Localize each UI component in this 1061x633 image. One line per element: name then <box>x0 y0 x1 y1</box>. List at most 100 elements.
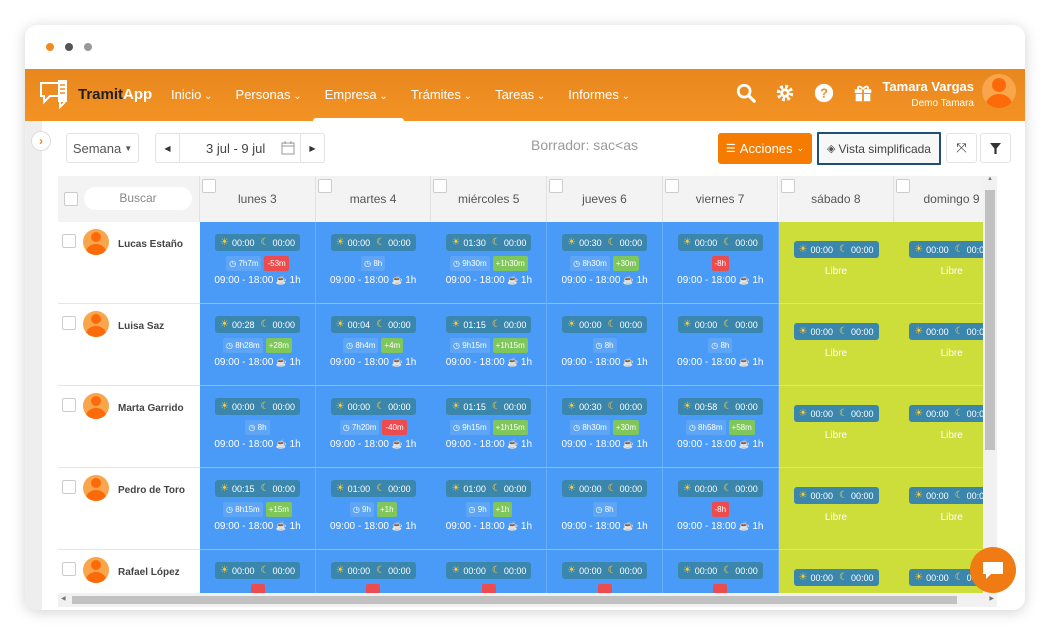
row-checkbox[interactable] <box>62 398 76 412</box>
day-cell[interactable]: ☀ 00:04 ☾ 00:00 ◷ 8h4m +4m 09:00 - 18:00 ☕ 1h <box>315 304 432 386</box>
employee-name[interactable]: Marta Garrido <box>118 403 184 414</box>
day-cell[interactable]: ☀ 00:00 ☾ 00:00 ◷ 8h 09:00 - 18:00 ☕ 1h <box>315 222 432 304</box>
break-duration: 1h <box>520 357 533 368</box>
hours-pill: ☀00:00☾00:00 <box>330 398 416 415</box>
coffee-icon: ☕ <box>504 439 521 449</box>
nav-item-informes[interactable]: Informes ⌄ <box>568 69 643 121</box>
sun-icon: ☀ <box>335 401 345 412</box>
total-hours: 8h58m <box>698 423 723 432</box>
gift-icon[interactable] <box>852 82 874 104</box>
chat-button[interactable] <box>970 547 1016 593</box>
day-cell[interactable]: ☀ 00:28 ☾ 00:00 ◷ 8h28m +28m 09:00 - 18:00 ☕ 1… <box>200 304 316 386</box>
window-dot[interactable] <box>46 43 54 51</box>
gear-icon[interactable] <box>774 82 796 104</box>
day-checkbox[interactable] <box>202 179 216 193</box>
fullscreen-button[interactable]: ⤧ <box>946 133 977 163</box>
day-cell[interactable]: ☀00:00☾00:0009:00 - 18:00 ☕ 1h <box>315 550 432 593</box>
actions-button[interactable]: ☰ Acciones ⌄ <box>718 133 812 164</box>
expand-sidebar-button[interactable]: › <box>31 131 51 151</box>
day-cell[interactable]: ☀ 00:00 ☾ 00:00 ◷ 7h20m -40m 09:00 - 18:00 ☕ 1… <box>315 386 432 468</box>
day-cell[interactable]: ☀ 00:58 ☾ 00:00 ◷ 8h58m +58m 09:00 - 18:00 ☕ 1… <box>662 386 779 468</box>
day-cell[interactable]: ☀00:00☾00:0009:00 - 18:00 ☕ 1h <box>662 550 779 593</box>
day-cell[interactable]: ☀ 00:00 ☾ 00:00 ◷ 8h 09:00 - 18:00 ☕ 1h <box>662 304 779 386</box>
search-icon[interactable] <box>735 82 757 104</box>
nav-item-trámites[interactable]: Trámites ⌄ <box>411 69 485 121</box>
nav-item-personas[interactable]: Personas ⌄ <box>236 69 315 121</box>
scroll-thumb[interactable] <box>985 190 995 450</box>
nav-item-inicio[interactable]: Inicio ⌄ <box>171 69 226 121</box>
day-checkbox[interactable] <box>433 179 448 193</box>
day-checkbox[interactable] <box>317 179 332 193</box>
day-hours: 00:00 <box>463 565 486 576</box>
night-hours: 00:00 <box>272 319 295 330</box>
employee-name[interactable]: Lucas Estaño <box>118 239 184 250</box>
day-cell[interactable]: ☀00:00☾00:0009:00 - 18:00 ☕ 1h <box>431 550 548 593</box>
avatar[interactable] <box>982 74 1016 108</box>
schedule-time: 09:00 - 18:00 <box>214 521 274 532</box>
scroll-thumb[interactable] <box>72 596 957 604</box>
row-checkbox[interactable] <box>62 562 76 576</box>
day-cell[interactable]: ☀ 00:00 ☾ 00:00 ◷ 8h 09:00 - 18:00 ☕ 1h <box>200 386 316 468</box>
day-checkbox[interactable] <box>549 179 564 193</box>
day-checkbox[interactable] <box>780 179 795 193</box>
horizontal-scrollbar[interactable]: ◀ ▶ <box>58 593 997 607</box>
schedule: 09:00 - 18:00 ☕ 1h <box>547 439 662 450</box>
day-cell[interactable]: ☀ 00:00 ☾ 00:00 -8h 09:00 - 18:00 ☕ 1h <box>662 222 779 304</box>
date-range-picker[interactable]: 3 jul - 9 jul <box>179 133 301 163</box>
day-label: martes 4 <box>349 192 397 206</box>
vertical-scrollbar[interactable]: ▲ <box>983 176 997 593</box>
day-checkbox[interactable] <box>664 179 679 193</box>
day-cell[interactable]: ☀ 01:15 ☾ 00:00 ◷ 9h15m +1h15m 09:00 - 18:00 ☕… <box>431 304 548 386</box>
next-week-button[interactable]: ▶ <box>300 133 325 163</box>
schedule: 09:00 - 18:00 ☕ 1h <box>200 521 315 532</box>
help-icon[interactable]: ? <box>813 82 835 104</box>
window-dot[interactable] <box>84 43 92 51</box>
select-all-checkbox[interactable] <box>64 192 78 206</box>
row-checkbox[interactable] <box>62 316 76 330</box>
search-input[interactable]: Buscar <box>84 187 192 210</box>
day-cell[interactable]: ☀ 00:00 ☾ 00:00 ◷ 8h 09:00 - 18:00 ☕ 1h <box>547 304 664 386</box>
day-cell[interactable]: ☀ 00:00 ☾ 00:00 -8h 09:00 - 18:00 ☕ 1h <box>662 468 779 550</box>
nav-item-tareas[interactable]: Tareas ⌄ <box>495 69 558 121</box>
day-cell[interactable]: ☀ 00:15 ☾ 00:00 ◷ 8h15m +15m 09:00 - 18:00 ☕ 1… <box>200 468 316 550</box>
day-checkbox[interactable] <box>896 179 911 193</box>
caret-down-icon: ▼ <box>124 143 133 153</box>
night-hours: 00:00 <box>966 490 983 501</box>
window-dot[interactable] <box>65 43 73 51</box>
row-checkbox[interactable] <box>62 234 76 248</box>
row-checkbox[interactable] <box>62 480 76 494</box>
day-cell[interactable]: ☀00:00☾00:0009:00 - 18:00 ☕ 1h <box>547 550 664 593</box>
filter-button[interactable] <box>980 133 1011 163</box>
day-cell[interactable]: ☀ 01:00 ☾ 00:00 ◷ 9h +1h 09:00 - 18:00 ☕ 1h <box>431 468 548 550</box>
logo[interactable]: Tramit App <box>38 77 152 111</box>
day-cell[interactable]: ☀00:00☾00:0009:00 - 18:00 ☕ 1h <box>200 550 316 593</box>
employee-name[interactable]: Rafael López <box>118 567 180 578</box>
moon-icon: ☾ <box>491 483 501 494</box>
nav-item-empresa[interactable]: Empresa ⌄ <box>312 69 405 122</box>
user-menu[interactable]: Tamara Vargas Demo Tamara <box>882 79 974 109</box>
day-hours: 00:00 <box>231 237 255 248</box>
day-cell[interactable]: ☀ 00:30 ☾ 00:00 ◷ 8h30m +30m 09:00 - 18:00 ☕ 1… <box>547 386 664 468</box>
day-cell[interactable]: ☀ 01:15 ☾ 00:00 ◷ 9h15m +1h15m 09:00 - 18:00 ☕… <box>431 386 548 468</box>
day-cell[interactable]: ☀ 00:00 ☾ 00:00 ◷ 7h7m -53m 09:00 - 18:00 ☕ 1h <box>200 222 316 304</box>
employee-name[interactable]: Luisa Saz <box>118 321 165 332</box>
day-cell[interactable]: ☀ 01:00 ☾ 00:00 ◷ 9h +1h 09:00 - 18:00 ☕ 1h <box>315 468 432 550</box>
sun-icon: ☀ <box>451 319 461 330</box>
day-cell[interactable]: ☀ 01:30 ☾ 00:00 ◷ 9h30m +1h30m 09:00 - 18:00 ☕… <box>431 222 548 304</box>
day-cell[interactable]: ☀ 00:30 ☾ 00:00 ◷ 8h30m +30m 09:00 - 18:00 ☕ 1… <box>547 222 664 304</box>
day-cell[interactable]: ☀ 00:00 ☾ 00:00 ◷ 8h 09:00 - 18:00 ☕ 1h <box>547 468 664 550</box>
view-select[interactable]: Semana ▼ <box>66 133 139 163</box>
employee-name[interactable]: Pedro de Toro <box>118 485 186 496</box>
simplified-view-button[interactable]: ◈ Vista simplificada <box>817 132 941 165</box>
prev-week-button[interactable]: ◀ <box>155 133 180 163</box>
